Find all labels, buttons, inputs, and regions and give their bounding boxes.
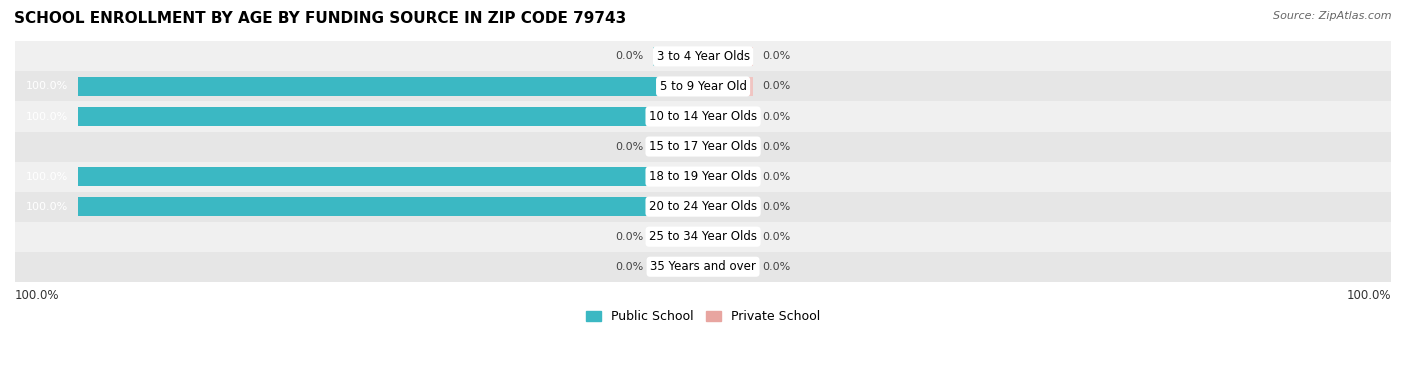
Text: 25 to 34 Year Olds: 25 to 34 Year Olds	[650, 230, 756, 243]
Bar	[703, 77, 754, 96]
Bar	[15, 252, 1391, 282]
Bar	[652, 227, 703, 246]
Bar	[652, 47, 703, 66]
Text: 0.0%: 0.0%	[762, 51, 790, 61]
Text: 10 to 14 Year Olds: 10 to 14 Year Olds	[650, 110, 758, 123]
Text: 20 to 24 Year Olds: 20 to 24 Year Olds	[650, 200, 758, 213]
Text: 100.0%: 100.0%	[1347, 289, 1391, 302]
Bar	[15, 222, 1391, 252]
Bar	[15, 101, 1391, 132]
Text: 100.0%: 100.0%	[27, 202, 69, 211]
Bar	[77, 197, 703, 216]
Text: 100.0%: 100.0%	[27, 172, 69, 182]
Text: 0.0%: 0.0%	[762, 232, 790, 242]
Bar	[15, 132, 1391, 162]
Text: 0.0%: 0.0%	[762, 262, 790, 272]
Legend: Public School, Private School: Public School, Private School	[581, 305, 825, 328]
Text: 0.0%: 0.0%	[762, 81, 790, 92]
Bar	[652, 137, 703, 156]
Text: 0.0%: 0.0%	[762, 112, 790, 121]
Text: 15 to 17 Year Olds: 15 to 17 Year Olds	[650, 140, 758, 153]
Text: 0.0%: 0.0%	[762, 141, 790, 152]
Text: 100.0%: 100.0%	[27, 112, 69, 121]
Text: 0.0%: 0.0%	[616, 51, 644, 61]
Text: 0.0%: 0.0%	[762, 202, 790, 211]
Text: 5 to 9 Year Old: 5 to 9 Year Old	[659, 80, 747, 93]
Text: 100.0%: 100.0%	[15, 289, 59, 302]
Bar	[703, 47, 754, 66]
Bar	[703, 137, 754, 156]
Bar	[15, 41, 1391, 71]
Bar	[15, 162, 1391, 192]
Text: 35 Years and over: 35 Years and over	[650, 260, 756, 273]
Bar	[703, 227, 754, 246]
Bar	[15, 192, 1391, 222]
Text: 0.0%: 0.0%	[616, 262, 644, 272]
Text: 3 to 4 Year Olds: 3 to 4 Year Olds	[657, 50, 749, 63]
Bar	[77, 167, 703, 186]
Bar	[77, 77, 703, 96]
Bar	[77, 107, 703, 126]
Text: 100.0%: 100.0%	[27, 81, 69, 92]
Text: 0.0%: 0.0%	[616, 232, 644, 242]
Text: Source: ZipAtlas.com: Source: ZipAtlas.com	[1274, 11, 1392, 21]
Bar	[703, 197, 754, 216]
Text: 0.0%: 0.0%	[762, 172, 790, 182]
Bar	[703, 257, 754, 276]
Bar	[15, 71, 1391, 101]
Bar	[703, 167, 754, 186]
Text: 18 to 19 Year Olds: 18 to 19 Year Olds	[650, 170, 758, 183]
Text: 0.0%: 0.0%	[616, 141, 644, 152]
Bar	[652, 257, 703, 276]
Bar	[703, 107, 754, 126]
Text: SCHOOL ENROLLMENT BY AGE BY FUNDING SOURCE IN ZIP CODE 79743: SCHOOL ENROLLMENT BY AGE BY FUNDING SOUR…	[14, 11, 626, 26]
